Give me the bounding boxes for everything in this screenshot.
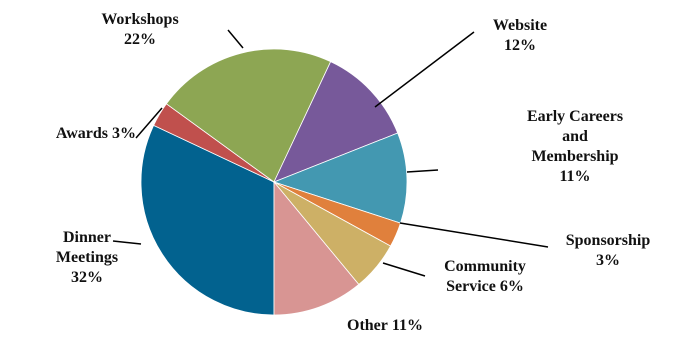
leader-line (227, 29, 244, 49)
slice-label: Workshops 22% (90, 10, 190, 50)
value-label: 11% (391, 317, 423, 334)
category-label: Other (347, 317, 388, 334)
slice-label: Community Service 6% (430, 257, 540, 297)
slice-label: Dinner Meetings 32% (40, 228, 134, 288)
value-label: 3% (596, 252, 620, 269)
pie-slice (273, 180, 360, 316)
value-label: 3% (112, 125, 136, 142)
value-label: 22% (124, 31, 156, 48)
leader-line (382, 262, 426, 277)
slice-label: Website 12% (470, 16, 570, 56)
leader-line (406, 169, 439, 173)
category-label: Awards (55, 125, 108, 142)
category-label: Dinner Meetings (55, 229, 119, 266)
pie-slice (273, 61, 399, 183)
value-label: 6% (499, 278, 524, 295)
category-label: Workshops (101, 11, 179, 28)
value-label: 12% (504, 37, 536, 54)
leader-line (374, 31, 475, 108)
value-label: 32% (71, 269, 103, 286)
category-label: Early Careers and Membership (526, 108, 624, 165)
pie-slice (140, 124, 275, 316)
leader-lines (112, 29, 549, 277)
slice-label: Awards 3% (0, 124, 136, 144)
category-label: Website (492, 17, 548, 34)
slice-label: Early Careers and Membership 11% (520, 107, 630, 187)
leader-line (399, 222, 549, 248)
pie-slice (272, 132, 408, 224)
slice-label: Sponsorship 3% (548, 231, 668, 271)
category-label: Community Service (444, 258, 526, 295)
value-label: 11% (559, 168, 591, 185)
leader-line (135, 107, 163, 139)
slice-label: Other 11% (330, 316, 440, 336)
leader-line (112, 240, 142, 245)
category-label: Sponsorship (565, 232, 651, 249)
